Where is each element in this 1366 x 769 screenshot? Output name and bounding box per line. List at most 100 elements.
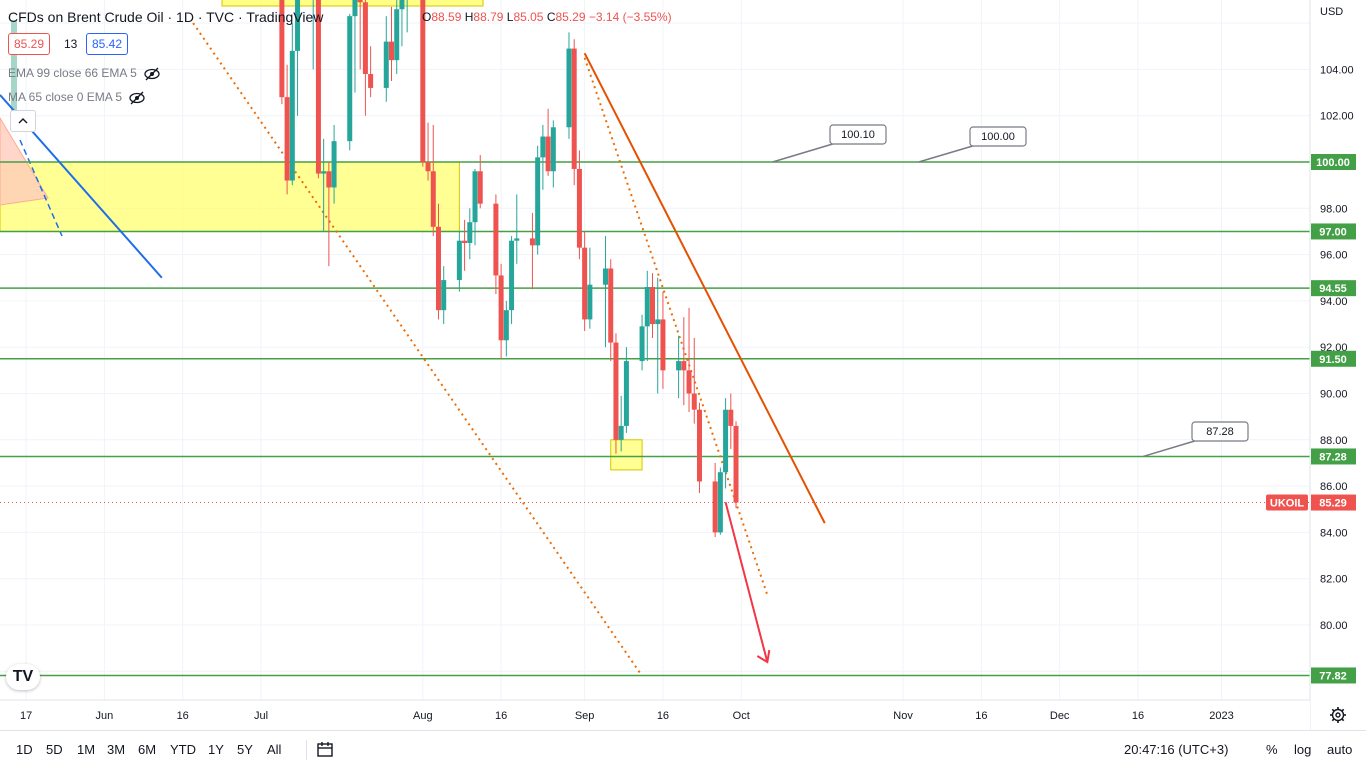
indicator-ema-99-label: EMA 99 close 66 EMA 5: [8, 66, 137, 80]
price-tick-label: 82.00: [1320, 574, 1348, 586]
level-badge-label: 91.50: [1319, 354, 1347, 366]
candle-body: [545, 136, 551, 172]
ohlc-low: 85.05: [513, 10, 544, 24]
timeframe-5y[interactable]: 5Y: [237, 742, 253, 757]
candle-body: [608, 268, 614, 343]
currency-label[interactable]: USD: [1320, 6, 1344, 18]
level-badge: [1311, 448, 1356, 465]
ohlc-close: 85.29: [555, 10, 586, 24]
projection-arrow: [724, 502, 769, 663]
candle-body: [331, 141, 337, 188]
timeframe-1y[interactable]: 1Y: [208, 742, 224, 757]
auto-scale-toggle[interactable]: auto: [1327, 742, 1353, 757]
toolbar-divider: [306, 740, 307, 760]
candle-body: [389, 41, 394, 61]
timeframe-5d[interactable]: 5D: [46, 742, 63, 757]
level-badge: [1311, 223, 1356, 240]
hidden-eye-icon[interactable]: [128, 91, 146, 105]
candle-body: [623, 361, 629, 426]
callout-box: [1191, 421, 1249, 442]
callout-box: [829, 124, 887, 145]
projection-arrow-head: [756, 649, 771, 664]
collapse-legend-button[interactable]: [10, 110, 36, 132]
price-tick-label: 94.00: [1320, 296, 1348, 308]
callout-label: 100.00: [981, 131, 1015, 143]
indicator-ma-65[interactable]: MA 65 close 0 EMA 5: [8, 90, 146, 105]
log-scale-toggle[interactable]: log: [1294, 742, 1312, 757]
candle-body: [540, 136, 546, 158]
time-tick-label: Jul: [254, 710, 268, 722]
candle-body: [462, 240, 468, 244]
timeframe-1d[interactable]: 1D: [16, 742, 33, 757]
candle-body: [362, 2, 368, 75]
sell-price-button[interactable]: 85.29: [8, 33, 51, 55]
gear-icon[interactable]: [1329, 706, 1347, 724]
candle-body: [399, 0, 405, 10]
ohlc-open-label: O: [422, 10, 432, 24]
time-tick-label: Dec: [1050, 710, 1070, 722]
time-tick-label: Oct: [733, 710, 750, 722]
timeframe-ytd[interactable]: YTD: [170, 742, 196, 757]
time-tick-label: 16: [177, 710, 189, 722]
candle-body: [430, 171, 436, 227]
candle-body: [691, 393, 697, 410]
candle-body: [686, 370, 692, 394]
candle-body: [529, 238, 535, 246]
timeframe-3m[interactable]: 3M: [107, 742, 126, 757]
trendline: [192, 22, 643, 677]
timeframe-all[interactable]: All: [267, 742, 282, 757]
ohlc-change: −3.14 (−3.55%): [588, 10, 672, 24]
candle-body: [352, 0, 358, 17]
ohlc-high: 88.79: [473, 10, 504, 24]
level-badge: [1311, 280, 1356, 297]
level-badge-label: 100.00: [1316, 157, 1350, 169]
symbol-badge-label: UKOIL: [1270, 498, 1305, 510]
time-tick-label: 17: [20, 710, 32, 722]
callout-pointer: [918, 144, 977, 163]
time-tick-label: 2023: [1209, 710, 1233, 722]
percent-scale-toggle[interactable]: %: [1266, 742, 1278, 757]
callout-pointer: [1142, 439, 1199, 458]
tradingview-logo-icon[interactable]: TV: [6, 664, 40, 690]
candle-body: [644, 287, 650, 327]
trendline: [583, 57, 769, 596]
candle-body: [289, 50, 295, 181]
timezone-clock[interactable]: 20:47:16 (UTC+3): [1124, 742, 1229, 757]
indicator-ema-99[interactable]: EMA 99 close 66 EMA 5: [8, 66, 161, 81]
candle-body: [493, 203, 499, 276]
buy-price-button[interactable]: 85.42: [86, 33, 129, 55]
candle-body: [655, 319, 661, 325]
candle-body: [347, 16, 353, 142]
timeframe-6m[interactable]: 6M: [138, 742, 157, 757]
callout-pointer: [772, 142, 837, 163]
candle-body: [498, 275, 504, 341]
hidden-eye-icon[interactable]: [143, 67, 161, 81]
candle-body: [368, 74, 374, 88]
timeframe-1m[interactable]: 1M: [77, 742, 96, 757]
price-tick-label: 90.00: [1320, 389, 1348, 401]
chart-title: CFDs on Brent Crude Oil · 1D · TVC · Tra…: [8, 9, 324, 25]
candle-body: [576, 168, 582, 248]
price-chart[interactable]: 100.10 100.00 87.28 104.00 102.00 100.00 98.00…: [0, 0, 1366, 730]
level-badge-label: 87.28: [1319, 451, 1347, 463]
calendar-range-icon[interactable]: [316, 740, 334, 758]
candle-body: [650, 287, 655, 325]
callout-label: 100.10: [841, 129, 875, 141]
level-badge: [1311, 350, 1356, 367]
last-price-badge: [1311, 494, 1356, 511]
candle-body: [613, 342, 619, 440]
candle-body: [681, 361, 687, 371]
candle-body: [712, 481, 718, 533]
time-tick-label: 16: [975, 710, 987, 722]
price-tick-label: 84.00: [1320, 527, 1348, 539]
last-price-label: 85.29: [1319, 498, 1347, 510]
grid-layer: [0, 0, 1310, 700]
candle-body: [639, 326, 645, 362]
candle-body: [733, 425, 739, 503]
candle-body: [723, 409, 729, 473]
candle-body: [425, 162, 431, 172]
candle-body: [456, 240, 462, 281]
candle-body: [394, 9, 400, 61]
supply-zone: [610, 439, 643, 471]
callout-box: [969, 126, 1027, 147]
